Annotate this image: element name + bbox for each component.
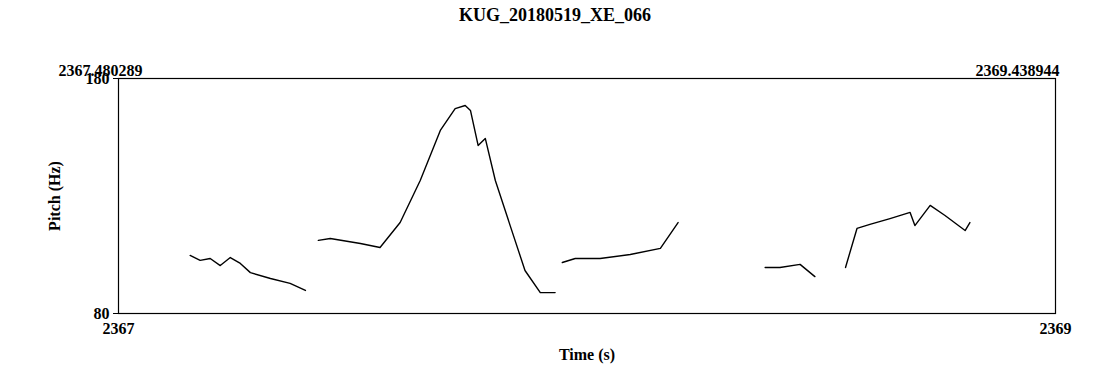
svg-text:2369: 2369	[1040, 320, 1072, 337]
svg-text:2367.480289: 2367.480289	[59, 62, 143, 79]
svg-text:2369.438944: 2369.438944	[976, 62, 1060, 79]
svg-text:Pitch (Hz): Pitch (Hz)	[46, 161, 64, 231]
svg-text:2367: 2367	[103, 320, 135, 337]
html-text:KUG_20180519_XE_066: KUG_20180519_XE_066	[459, 5, 651, 25]
svg-text:Time (s): Time (s)	[559, 346, 615, 364]
svg-text:80: 80	[93, 304, 110, 322]
